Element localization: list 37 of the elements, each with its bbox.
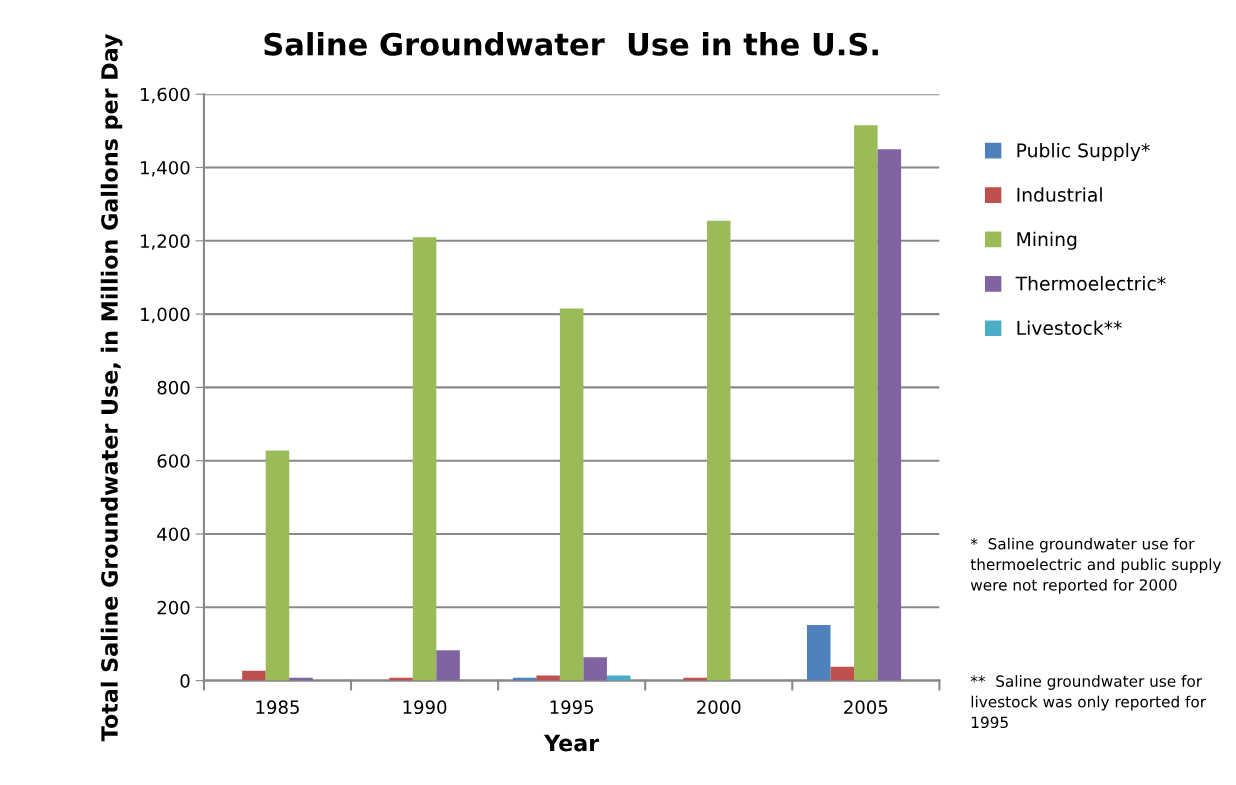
x-tick-label: 2000 <box>697 700 741 715</box>
bar <box>436 650 460 681</box>
x-tick-label: 1990 <box>403 700 447 715</box>
bar <box>854 125 878 681</box>
y-tick-label: 1,000 <box>141 307 190 324</box>
bar <box>706 220 731 681</box>
bar <box>583 657 607 681</box>
y-tick-label: 1,600 <box>141 87 190 104</box>
bar <box>265 450 290 681</box>
legend-label: Thermoelectric* <box>1015 276 1166 291</box>
y-tick-label: 600 <box>157 454 190 468</box>
legend-label: Public Supply* <box>1017 142 1150 162</box>
x-tick-label: 2005 <box>844 700 888 715</box>
x-tick-label: 1985 <box>256 700 299 715</box>
y-tick-label: 0 <box>180 674 190 688</box>
y-axis-title: Total Saline Groundwater Use, in Million Gallons per Day <box>100 33 123 742</box>
x-tick-label: 1995 <box>550 700 594 715</box>
text: * Saline groundwater use for thermoelectric and public supply were not reported for 2000 <box>970 537 1222 594</box>
text: ** Saline groundwater use for livestock was only reported for 1995 <box>970 675 1207 729</box>
y-tick-label: 1,400 <box>141 160 190 177</box>
x-axis-title: Year <box>543 734 600 752</box>
bar <box>412 237 437 681</box>
y-tick-label: 400 <box>157 527 190 542</box>
bar <box>806 624 831 681</box>
bar <box>536 675 560 681</box>
y-tick-label: 800 <box>157 380 190 395</box>
legend-label: Livestock** <box>1017 320 1122 336</box>
chart-title: Saline Groundwater Use in the U.S. <box>264 32 878 56</box>
bar <box>877 149 902 681</box>
bar <box>242 670 266 681</box>
bar <box>559 308 584 681</box>
legend-label: Industrial <box>1017 187 1102 202</box>
y-tick-label: 1,200 <box>141 234 190 250</box>
legend-label: Mining <box>1017 231 1077 250</box>
bar <box>606 675 631 681</box>
bar <box>830 666 855 681</box>
y-tick-label: 200 <box>157 600 190 615</box>
